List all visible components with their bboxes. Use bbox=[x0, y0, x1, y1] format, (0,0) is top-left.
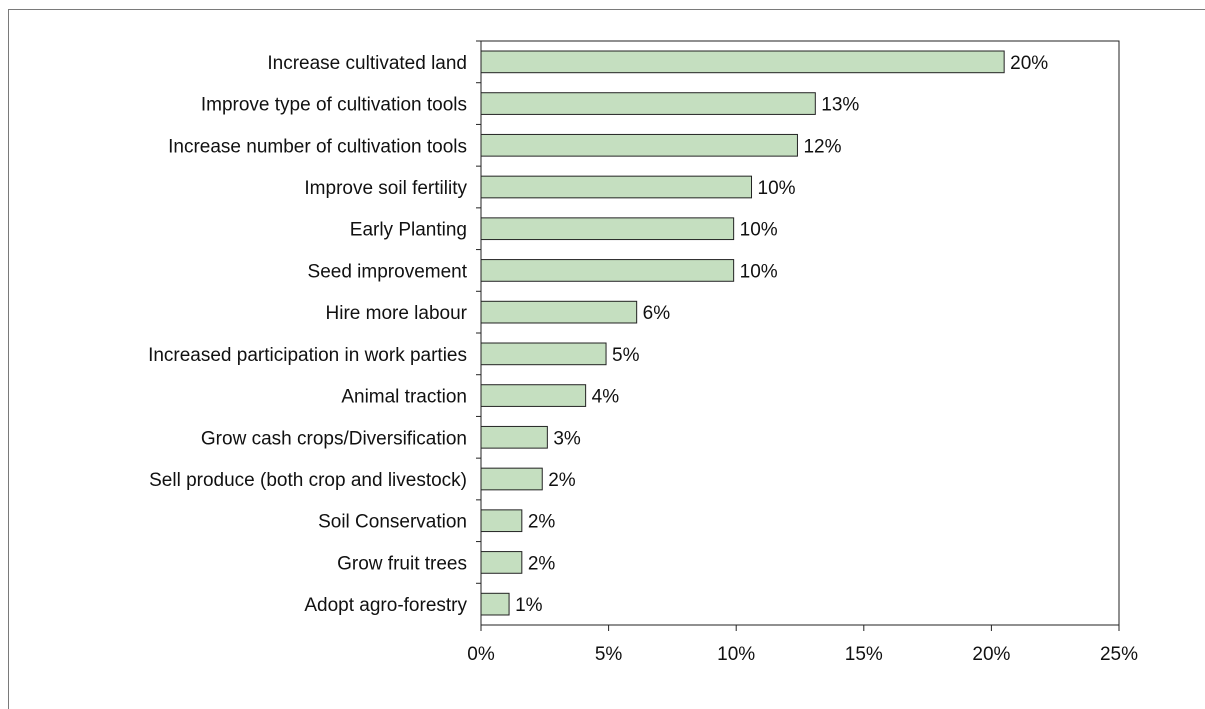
bar bbox=[480, 342, 607, 366]
data-label: 1% bbox=[515, 595, 543, 616]
bar bbox=[480, 384, 587, 407]
x-tick-label: 0% bbox=[467, 644, 495, 665]
bar bbox=[480, 133, 798, 157]
bar bbox=[480, 425, 548, 449]
x-tick-label: 5% bbox=[595, 644, 623, 665]
category-label: Improve soil fertility bbox=[304, 178, 467, 199]
x-tick-label: 20% bbox=[972, 644, 1010, 665]
category-label: Increase cultivated land bbox=[267, 53, 467, 74]
bar bbox=[480, 300, 638, 324]
bar bbox=[480, 259, 735, 282]
bar bbox=[480, 467, 543, 491]
category-label: Increased participation in work parties bbox=[148, 345, 467, 366]
bar bbox=[480, 92, 816, 115]
data-label: 6% bbox=[643, 303, 671, 324]
bar bbox=[480, 592, 510, 616]
data-label: 2% bbox=[548, 470, 576, 491]
category-label: Soil Conservation bbox=[318, 512, 467, 533]
plot-border bbox=[480, 40, 1120, 626]
data-label: 20% bbox=[1010, 53, 1048, 74]
bar bbox=[480, 509, 523, 533]
chart-frame bbox=[8, 9, 1205, 709]
bar bbox=[480, 175, 753, 199]
bar bbox=[480, 217, 735, 241]
category-label: Sell produce (both crop and livestock) bbox=[149, 470, 467, 491]
category-label: Adopt agro-forestry bbox=[304, 595, 467, 616]
category-label: Early Planting bbox=[350, 220, 467, 241]
x-tick-label: 10% bbox=[717, 644, 755, 665]
data-label: 10% bbox=[758, 178, 796, 199]
data-label: 2% bbox=[528, 553, 556, 574]
data-label: 12% bbox=[803, 136, 841, 157]
category-label: Seed improvement bbox=[308, 261, 468, 282]
data-label: 10% bbox=[740, 261, 778, 282]
data-label: 4% bbox=[592, 387, 620, 408]
data-label: 2% bbox=[528, 512, 556, 533]
bar bbox=[480, 50, 1005, 74]
x-tick-label: 15% bbox=[845, 644, 883, 665]
bar bbox=[480, 551, 523, 574]
category-label: Grow cash crops/Diversification bbox=[201, 428, 467, 449]
category-label: Hire more labour bbox=[326, 303, 468, 324]
data-label: 10% bbox=[740, 220, 778, 241]
x-tick-label: 25% bbox=[1100, 644, 1138, 665]
category-label: Improve type of cultivation tools bbox=[201, 95, 467, 116]
data-label: 3% bbox=[553, 428, 581, 449]
category-label: Animal traction bbox=[341, 387, 467, 408]
category-label: Increase number of cultivation tools bbox=[168, 136, 467, 157]
category-label: Grow fruit trees bbox=[337, 553, 467, 574]
data-label: 13% bbox=[821, 95, 859, 116]
plot-area: 0% 5% 10% 15% 20% 25% Increase cultivated land… bbox=[148, 40, 1138, 665]
data-label: 5% bbox=[612, 345, 640, 366]
